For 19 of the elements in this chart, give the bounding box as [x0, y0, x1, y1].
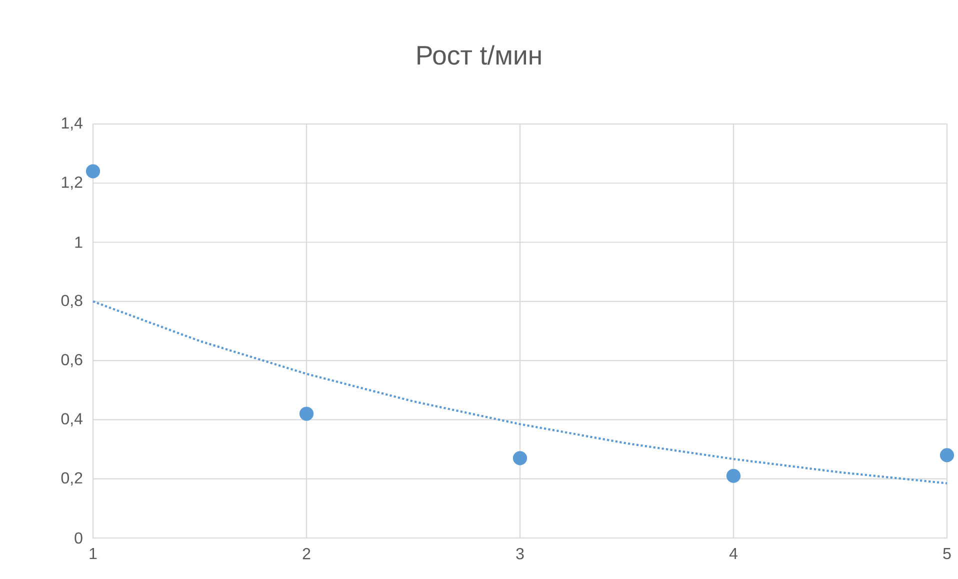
y-tick-label: 0 — [74, 532, 82, 544]
point — [86, 164, 100, 178]
y-tick-label: 1,4 — [62, 117, 82, 131]
point — [512, 451, 528, 466]
point — [726, 468, 741, 483]
y-tick-label: 0,4 — [61, 413, 82, 426]
y-tick-label: 0,8 — [61, 294, 82, 308]
line-series — [92, 300, 948, 484]
y-tick-label: 1 — [75, 236, 82, 248]
y-tick-label: 0,6 — [61, 354, 82, 368]
x-tick-label: 1 — [90, 548, 97, 560]
chart-title: Рост t/мин — [418, 45, 541, 65]
x-tick-label: 5 — [943, 548, 951, 560]
point — [299, 406, 314, 421]
y-tick-label: 1,2 — [62, 176, 82, 190]
x-tick-label: 3 — [516, 548, 524, 560]
x-tick-label: 2 — [302, 548, 310, 560]
x-tick-label: 4 — [729, 548, 738, 560]
y-tick-label: 0,2 — [61, 472, 82, 486]
